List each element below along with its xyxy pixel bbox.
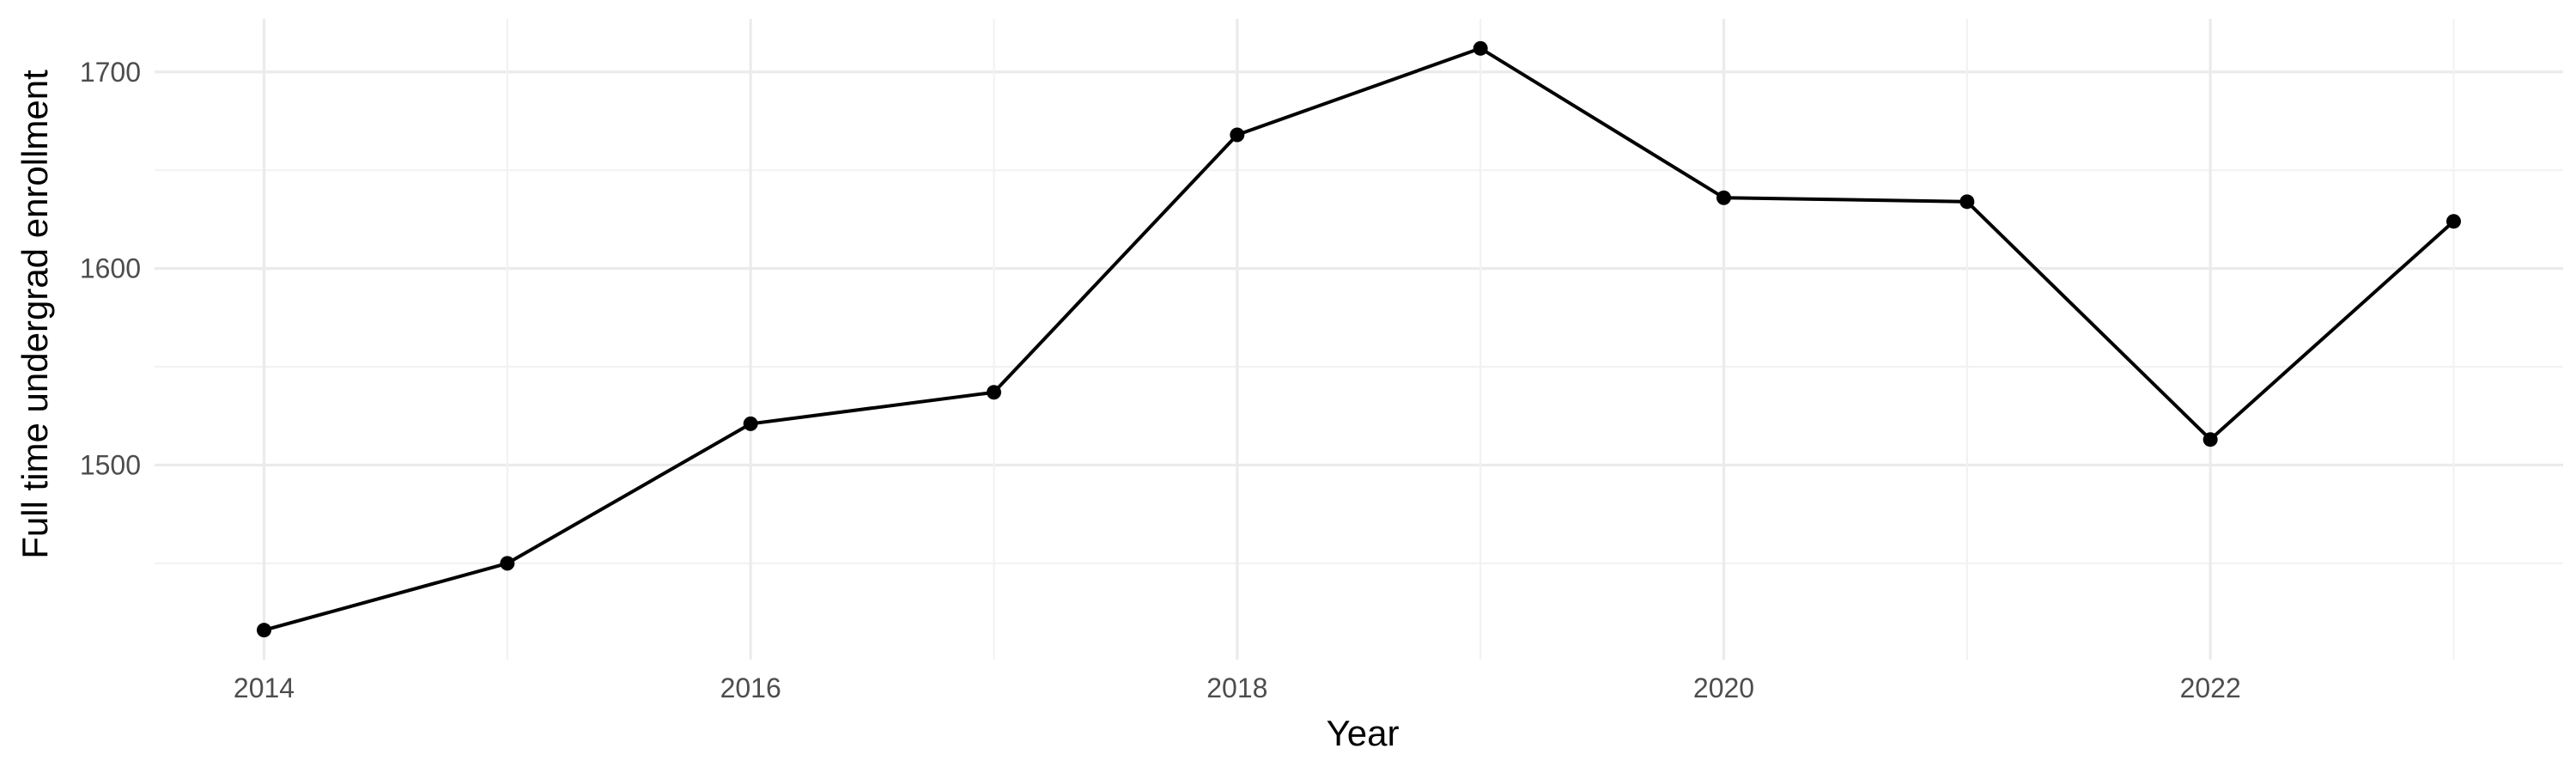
series-line <box>262 46 2456 632</box>
x-tick-label: 2016 <box>720 673 781 703</box>
y-tick-label: 1600 <box>80 253 141 284</box>
y-axis-title: Full time undergrad enrollment <box>15 70 55 559</box>
data-point <box>500 556 515 571</box>
x-tick-label: 2022 <box>2180 673 2241 703</box>
data-point <box>1230 127 1245 143</box>
data-point <box>257 623 271 638</box>
x-tick-label: 2018 <box>1206 673 1267 703</box>
data-point <box>2202 432 2218 447</box>
x-tick-label: 2020 <box>1693 673 1754 703</box>
y-tick-label: 1500 <box>80 449 141 480</box>
x-axis-title: Year <box>1327 713 1400 753</box>
data-point <box>743 416 758 431</box>
x-tick-label: 2014 <box>234 673 295 703</box>
data-point <box>987 385 1001 400</box>
y-tick-label: 1700 <box>80 57 141 88</box>
y-axis-ticks: 1500 1600 1700 <box>80 57 141 481</box>
data-point <box>1959 194 1975 210</box>
data-point <box>1716 190 1731 205</box>
data-point <box>1473 40 1488 56</box>
x-axis-ticks: 2014 2016 2018 2020 2022 <box>234 673 2241 703</box>
grid <box>155 19 2563 660</box>
series-enrollment <box>257 40 2461 638</box>
data-point <box>2446 214 2461 229</box>
